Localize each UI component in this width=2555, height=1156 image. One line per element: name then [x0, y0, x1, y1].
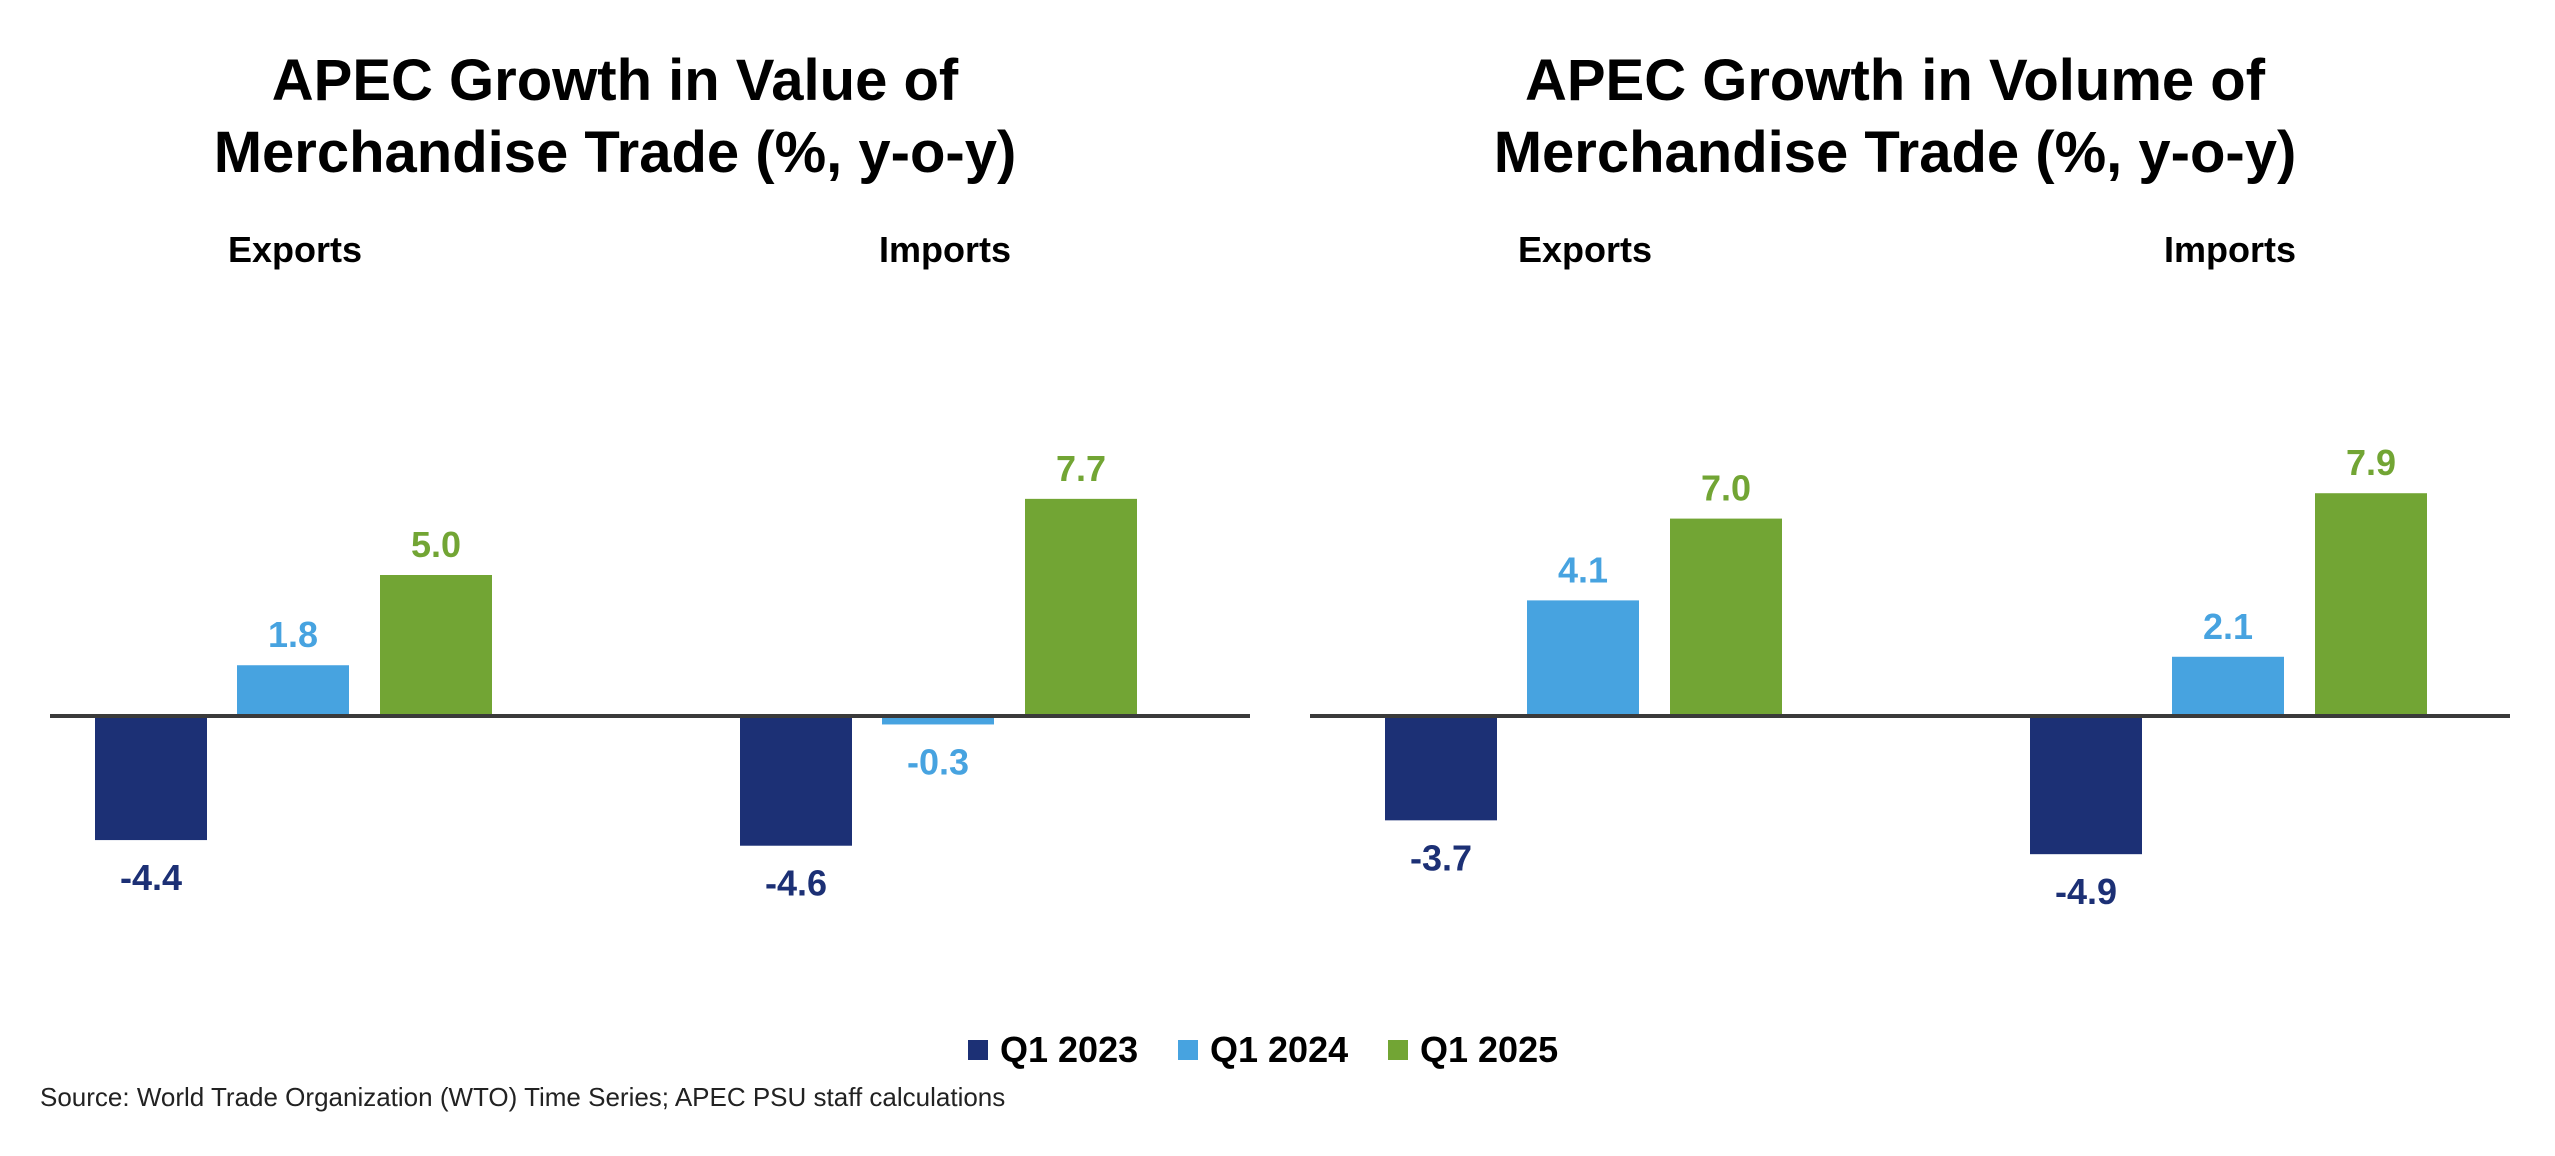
chart-title-volume-line-2: Merchandise Trade (%, y-o-y) — [1494, 120, 2297, 185]
volume-data-label-imports-q1-2024: 2.1 — [2203, 606, 2253, 647]
volume-bar-exports-q1-2025 — [1670, 518, 1782, 716]
chart-title-volume-line-1: APEC Growth in Volume of — [1525, 48, 2266, 113]
volume-bar-imports-q1-2025 — [2315, 493, 2427, 716]
legend-swatch-q1-2024 — [1178, 1040, 1198, 1060]
volume-data-label-exports-q1-2024: 4.1 — [1558, 549, 1608, 590]
legend-swatch-q1-2023 — [968, 1040, 988, 1060]
volume-bar-imports-q1-2024 — [2172, 656, 2284, 716]
value-bar-imports-q1-2024 — [882, 716, 994, 725]
volume-bar-exports-q1-2023 — [1385, 716, 1497, 821]
value-data-label-imports-q1-2025: 7.7 — [1056, 448, 1106, 489]
value-data-label-exports-q1-2024: 1.8 — [268, 614, 318, 655]
volume-data-label-imports-q1-2025: 7.9 — [2346, 442, 2396, 483]
value-data-label-imports-q1-2024: -0.3 — [907, 741, 969, 782]
volume-bar-exports-q1-2024 — [1527, 600, 1639, 716]
legend-label-q1-2025: Q1 2025 — [1420, 1029, 1558, 1070]
value-bar-exports-q1-2024 — [237, 665, 349, 716]
value-bar-exports-q1-2025 — [380, 575, 492, 716]
source-note: Source: World Trade Organization (WTO) T… — [40, 1082, 1005, 1112]
volume-data-label-exports-q1-2023: -3.7 — [1410, 837, 1472, 878]
value-data-label-exports-q1-2025: 5.0 — [411, 524, 461, 565]
legend: Q1 2023 Q1 2024 Q1 2025 — [968, 1029, 1558, 1070]
legend-label-q1-2024: Q1 2024 — [1210, 1029, 1348, 1070]
chart-title-value-line-1: APEC Growth in Value of — [272, 48, 959, 113]
legend-label-q1-2023: Q1 2023 — [1000, 1029, 1138, 1070]
group-label-value-exports: Exports — [228, 229, 362, 270]
value-bar-exports-q1-2023 — [95, 716, 207, 841]
group-label-volume-exports: Exports — [1518, 229, 1652, 270]
value-data-label-imports-q1-2023: -4.6 — [765, 863, 827, 904]
value-bar-imports-q1-2023 — [740, 716, 852, 846]
chart-title-value-line-2: Merchandise Trade (%, y-o-y) — [214, 120, 1017, 185]
group-label-value-imports: Imports — [879, 229, 1011, 270]
legend-swatch-q1-2025 — [1388, 1040, 1408, 1060]
volume-chart-bars: -3.7 -4.9 4.1 2.1 7.0 7.9 — [1310, 442, 2510, 912]
group-label-volume-imports: Imports — [2164, 229, 2296, 270]
volume-data-label-exports-q1-2025: 7.0 — [1701, 468, 1751, 509]
volume-bar-imports-q1-2023 — [2030, 716, 2142, 855]
value-bar-imports-q1-2025 — [1025, 498, 1137, 716]
value-chart-bars: -4.4 -4.6 1.8 -0.3 5.0 7.7 — [50, 448, 1250, 904]
value-data-label-exports-q1-2023: -4.4 — [120, 857, 182, 898]
volume-data-label-imports-q1-2023: -4.9 — [2055, 871, 2117, 912]
